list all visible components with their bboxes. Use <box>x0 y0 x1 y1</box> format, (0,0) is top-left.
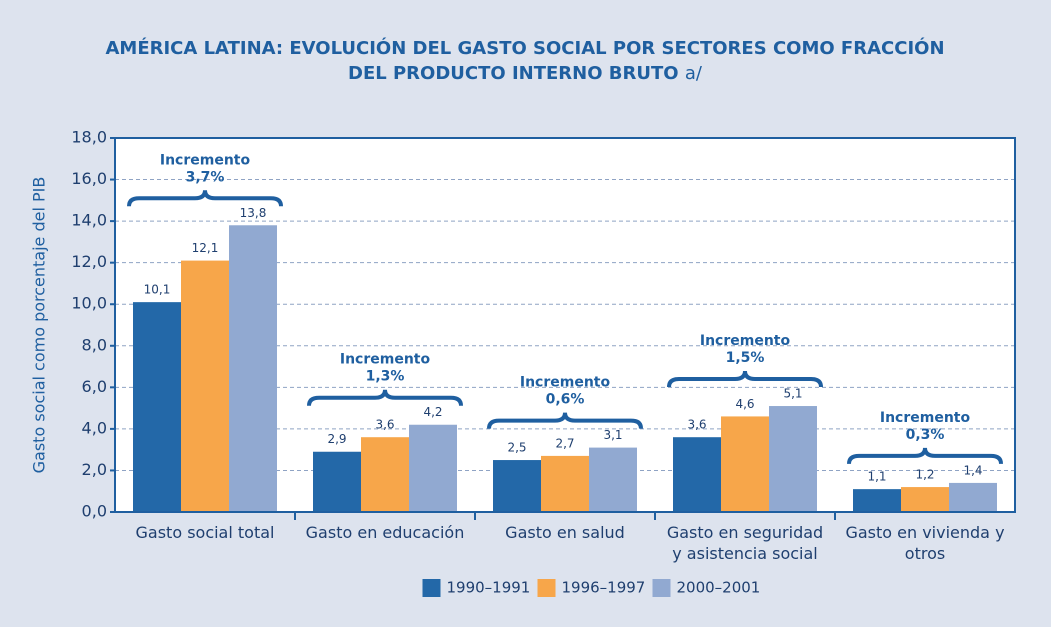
plot-border <box>114 137 1016 513</box>
value-label: 12,1 <box>192 241 219 255</box>
increment-value: 1,3% <box>366 369 405 385</box>
value-label: 1,2 <box>915 468 934 482</box>
x-tick-label: Gasto en vivienda y otros <box>845 523 1005 563</box>
increment-value: 0,6% <box>546 392 585 408</box>
bar <box>409 424 457 512</box>
increment-value: 3,7% <box>186 169 225 185</box>
bar <box>721 416 769 512</box>
y-tick-label: 4,0 <box>82 418 107 437</box>
bar <box>181 260 229 512</box>
y-axis-label: Gasto social como porcentaje del PIB <box>30 177 49 474</box>
y-tick-label: 16,0 <box>71 169 107 188</box>
legend-swatch <box>537 579 556 597</box>
legend-label: 2000–2001 <box>677 579 761 597</box>
value-label: 3,6 <box>375 418 394 432</box>
y-tick-label: 12,0 <box>71 252 107 271</box>
y-tick-label: 14,0 <box>71 211 107 230</box>
value-label: 1,1 <box>867 470 886 484</box>
increment-value: 0,3% <box>906 427 945 443</box>
bar <box>361 437 409 512</box>
x-tick-label: Gasto en salud <box>505 523 625 542</box>
title-text: AMÉRICA LATINA: EVOLUCIÓN DEL GASTO SOCI… <box>105 38 945 84</box>
increment-label: Incremento <box>340 352 431 368</box>
y-tick-label: 18,0 <box>71 128 107 147</box>
brace <box>127 190 283 207</box>
bar <box>673 437 721 512</box>
chart-title: AMÉRICA LATINA: EVOLUCIÓN DEL GASTO SOCI… <box>100 36 950 86</box>
bar <box>949 482 997 512</box>
bar <box>901 487 949 512</box>
increment-label: Incremento <box>700 333 791 349</box>
x-tick-label: Gasto en educación <box>305 523 465 542</box>
title-note: a/ <box>684 63 702 84</box>
bar <box>589 447 637 512</box>
legend-swatch <box>652 579 671 597</box>
value-label: 3,6 <box>687 418 706 432</box>
x-tick-label: Gasto social total <box>135 523 275 542</box>
value-label: 1,4 <box>963 463 982 477</box>
bar <box>313 451 361 512</box>
value-label: 10,1 <box>144 283 171 297</box>
increment-label: Incremento <box>160 152 251 168</box>
y-tick-label: 2,0 <box>82 460 107 479</box>
value-label: 3,1 <box>603 428 622 442</box>
increment-label: Incremento <box>880 410 971 426</box>
legend-swatch <box>422 579 441 597</box>
legend-label: 1990–1991 <box>447 579 531 597</box>
value-label: 2,7 <box>555 436 574 450</box>
increment-value: 1,5% <box>726 350 765 366</box>
value-label: 2,5 <box>507 441 526 455</box>
y-tick-label: 0,0 <box>82 502 107 521</box>
bar <box>769 406 817 512</box>
increment-label: Incremento <box>520 375 611 391</box>
value-label: 4,6 <box>735 397 754 411</box>
bar <box>133 302 181 512</box>
value-label: 13,8 <box>240 206 267 220</box>
y-tick-label: 6,0 <box>82 377 107 396</box>
x-tick-label: Gasto en seguridad y asistencia social <box>666 523 824 563</box>
bar <box>853 489 901 512</box>
legend-label: 1996–1997 <box>562 579 646 597</box>
brace <box>487 412 643 429</box>
bar <box>229 225 277 512</box>
y-tick-label: 10,0 <box>71 294 107 313</box>
bar <box>493 460 541 512</box>
value-label: 4,2 <box>423 405 442 419</box>
y-tick-label: 8,0 <box>82 335 107 354</box>
value-label: 5,1 <box>783 387 802 401</box>
value-label: 2,9 <box>327 432 346 446</box>
bar <box>541 455 589 512</box>
